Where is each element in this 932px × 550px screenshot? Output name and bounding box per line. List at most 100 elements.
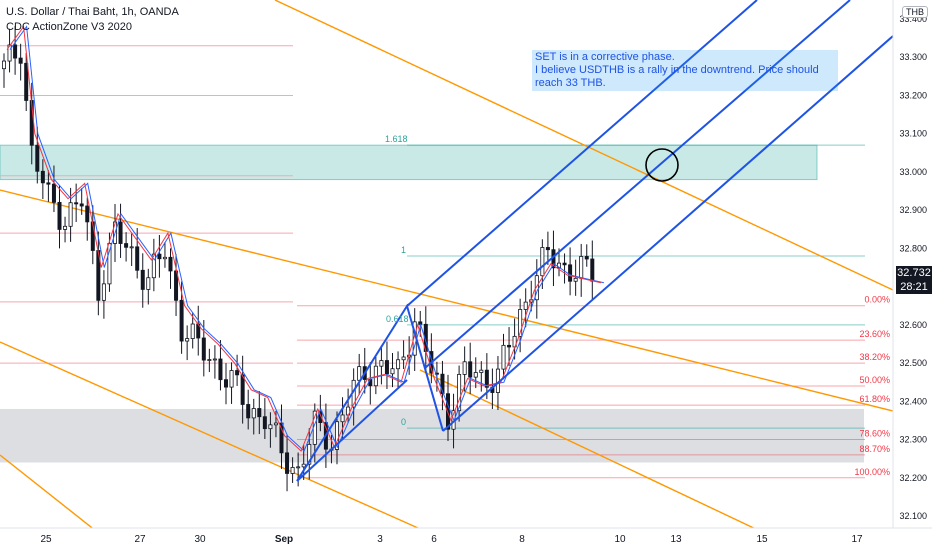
time-tick-8: 13 [670,534,682,545]
candle-body [523,301,528,310]
current-price-label: 32.732 28:21 [896,266,932,294]
currency-unit-badge[interactable]: THB [902,6,928,18]
candle-body [545,247,550,251]
fib-labels-layer: 1.618 1 0.618 0 0.00% 23.60% 38.20% 50.00% 61.80… [385,134,890,477]
candle-body [24,62,29,101]
candle-body [185,338,190,342]
candle-body [273,422,278,426]
price-tick-2: 32.300 [899,435,927,445]
candle-body [579,256,584,279]
ema-fast-line [6,25,602,452]
candle-body [51,183,56,203]
fib-retracement-label-4: 61.80% [859,394,890,404]
price-tick-5: 32.600 [899,320,927,330]
candle-body [157,253,162,260]
candle-body [35,144,40,172]
time-tick-6: 8 [519,534,525,545]
candle-body [124,243,129,248]
time-tick-4: 3 [377,534,383,545]
time-tick-7: 10 [614,534,626,545]
analysis-note[interactable]: SET is in a corrective phase. I believe … [532,50,838,91]
note-line-2: I believe USDTHB is a rally in the downt… [535,64,819,89]
candle-body [68,202,73,227]
candle-body [40,170,45,184]
candle-body [46,182,51,185]
trend-channel-line-5 [419,369,761,532]
candle-body [7,44,12,62]
pitchfork-median-line [424,0,851,369]
ema-layer [6,25,605,452]
candle-body [540,247,545,277]
indicator-label: CDC ActionZone V3 2020 [6,21,132,33]
price-tick-4: 32.500 [899,358,927,368]
candle-body [357,366,362,381]
pitchfork-base-line [296,379,408,482]
candle-body [334,421,339,450]
zone-support [0,408,864,463]
candle-body [174,270,179,301]
candle-body [573,277,578,282]
price-tick-7: 32.800 [899,243,927,253]
current-price: 32.732 [897,267,931,279]
time-tick-0: 25 [40,534,52,545]
fib-retracement-label-3: 50.00% [859,375,890,385]
candle-body [79,203,84,207]
candle-body [207,359,212,361]
candle-body [445,393,450,430]
chart-title: U.S. Dollar / Thai Baht, 1h, OANDA [6,6,179,18]
price-tick-9: 33.000 [899,167,927,177]
candle-body [390,368,395,375]
candle-body [57,201,62,230]
fib-extension-label-3: 0 [401,417,406,427]
candle-body [590,258,595,282]
candle-body [118,221,123,244]
price-tick-0: 32.100 [899,511,927,521]
candle-body [440,373,445,395]
candle-body [518,309,523,337]
candle-body [162,256,167,260]
candle-body [434,372,439,375]
candle-body [568,264,573,282]
candle-body [562,262,567,266]
candle-body [484,369,489,388]
trend-channel-line-2 [0,341,419,529]
pitchfork-lower-tine [442,35,894,432]
candle-body [201,337,206,361]
candle-body [190,323,195,339]
candle-body [473,372,478,378]
candle-body [107,243,112,285]
candle-body [296,466,301,469]
candle-body [457,373,462,412]
candle-body [129,246,134,249]
fib-retracement-label-1: 23.60% [859,329,890,339]
candle-body [379,360,384,367]
candle-body [212,358,217,361]
candle-body [223,379,228,388]
fib-retracement-label-5: 78.60% [859,429,890,439]
candle-body [179,299,184,342]
fib-retracement-label-7: 100.00% [854,467,890,477]
fib-retracement-label-6: 88.70% [859,444,890,454]
note-line-1: SET is in a corrective phase. [535,51,675,63]
price-tick-13: 33.400 [899,14,927,24]
candle-body [468,361,473,378]
fib-lines-layer [0,45,865,479]
candle-body [246,404,251,419]
zone-resistance [0,144,818,181]
candle-body [307,443,312,465]
bar-countdown: 28:21 [900,281,928,293]
fib-retracement-label-2: 38.20% [859,352,890,362]
candle-body [584,256,589,260]
candle-body [396,359,401,370]
candle-body [479,369,484,373]
candle-body [268,424,273,430]
candle-body [240,374,245,405]
candle-body [507,344,512,348]
candle-body [13,44,18,59]
candle-body [218,358,223,381]
time-tick-10: 17 [851,534,863,545]
candle-body [384,360,389,375]
price-tick-1: 32.200 [899,473,927,483]
price-tick-8: 32.900 [899,205,927,215]
